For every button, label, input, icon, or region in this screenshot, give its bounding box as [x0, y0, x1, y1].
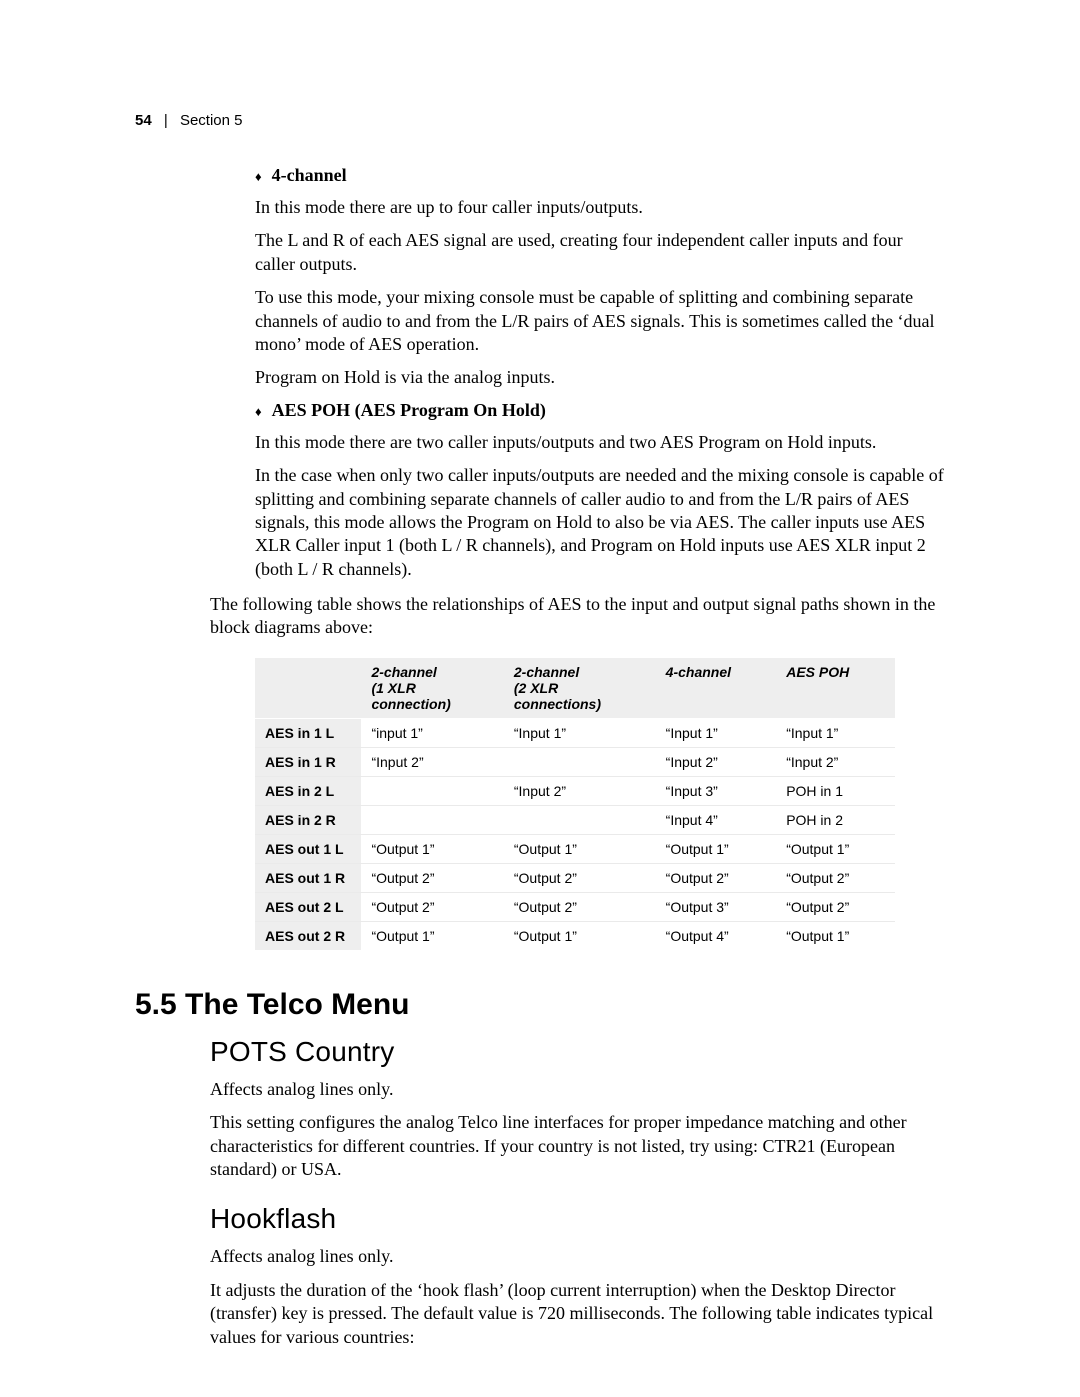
diamond-icon: ♦ [255, 405, 262, 418]
paragraph: Affects analog lines only. [210, 1245, 945, 1268]
table-intro: The following table shows the relationsh… [210, 593, 945, 640]
row-head: AES in 1 L [255, 718, 361, 747]
cell: “Output 1” [776, 921, 895, 950]
table-header-cell [255, 658, 361, 719]
cell: “Output 2” [656, 863, 777, 892]
table-row: AES out 1 L “Output 1” “Output 1” “Outpu… [255, 834, 895, 863]
cell: “Output 4” [656, 921, 777, 950]
table-header-cell: 2-channel (2 XLR connections) [504, 658, 656, 719]
bullet-block-2: ♦ AES POH (AES Program On Hold) In this … [255, 400, 945, 581]
paragraph: Affects analog lines only. [210, 1078, 945, 1101]
cell: “Input 2” [656, 747, 777, 776]
col-h2-l1: 2-channel [514, 664, 646, 680]
section-label: Section 5 [180, 112, 243, 129]
paragraph: In this mode there are two caller inputs… [255, 431, 945, 454]
table-row: AES out 2 L “Output 2” “Output 2” “Outpu… [255, 892, 895, 921]
cell [361, 805, 503, 834]
cell: “Output 1” [504, 921, 656, 950]
cell: “Output 2” [361, 892, 503, 921]
cell: “Input 1” [504, 718, 656, 747]
bullet-heading: ♦ AES POH (AES Program On Hold) [255, 400, 945, 421]
table-row: AES out 1 R “Output 2” “Output 2” “Outpu… [255, 863, 895, 892]
cell: “Output 1” [504, 834, 656, 863]
paragraph: In the case when only two caller inputs/… [255, 464, 945, 581]
paragraph: The L and R of each AES signal are used,… [255, 229, 945, 276]
cell: “Output 2” [776, 892, 895, 921]
table-row: AES in 2 R “Input 4” POH in 2 [255, 805, 895, 834]
cell: POH in 1 [776, 776, 895, 805]
row-head: AES in 2 R [255, 805, 361, 834]
row-head: AES in 2 L [255, 776, 361, 805]
table-row: AES in 1 R “Input 2” “Input 2” “Input 2” [255, 747, 895, 776]
table-header-cell: 4-channel [656, 658, 777, 719]
bullet-block-1: ♦ 4-channel In this mode there are up to… [255, 165, 945, 390]
aes-table: 2-channel (1 XLR connection) 2-channel (… [255, 658, 895, 950]
col-h3-l1: 4-channel [666, 664, 767, 680]
cell: “Output 1” [776, 834, 895, 863]
cell: “Output 1” [361, 921, 503, 950]
row-head: AES out 1 R [255, 863, 361, 892]
col-h2-l2: (2 XLR connections) [514, 680, 646, 712]
paragraph: To use this mode, your mixing console mu… [255, 286, 945, 356]
cell: “Output 1” [656, 834, 777, 863]
cell [361, 776, 503, 805]
cell: “Output 2” [504, 892, 656, 921]
cell: “Output 2” [776, 863, 895, 892]
page: 54 | Section 5 ♦ 4-channel In this mode … [0, 0, 1080, 1397]
cell: “Output 2” [361, 863, 503, 892]
row-head: AES in 1 R [255, 747, 361, 776]
cell: “Input 2” [776, 747, 895, 776]
aes-table-wrap: 2-channel (1 XLR connection) 2-channel (… [255, 658, 945, 950]
row-head: AES out 2 R [255, 921, 361, 950]
table-header-cell: 2-channel (1 XLR connection) [361, 658, 503, 719]
page-number: 54 [135, 112, 152, 129]
table-row: AES out 2 R “Output 1” “Output 1” “Outpu… [255, 921, 895, 950]
table-row: AES in 2 L “Input 2” “Input 3” POH in 1 [255, 776, 895, 805]
cell [504, 747, 656, 776]
col-h1-l2: (1 XLR connection) [371, 680, 493, 712]
table-row: AES in 1 L “input 1” “Input 1” “Input 1”… [255, 718, 895, 747]
cell [504, 805, 656, 834]
col-h1-l1: 2-channel [371, 664, 493, 680]
cell: “Output 3” [656, 892, 777, 921]
paragraph: In this mode there are up to four caller… [255, 196, 945, 219]
bullet-heading: ♦ 4-channel [255, 165, 945, 186]
subheading-pots: POTS Country [210, 1036, 945, 1068]
table-header-cell: AES POH [776, 658, 895, 719]
pots-country-block: POTS Country Affects analog lines only. … [210, 1036, 945, 1349]
cell: “Input 3” [656, 776, 777, 805]
table-header-row: 2-channel (1 XLR connection) 2-channel (… [255, 658, 895, 719]
paragraph: Program on Hold is via the analog inputs… [255, 366, 945, 389]
cell: “Output 2” [504, 863, 656, 892]
cell: “Input 2” [361, 747, 503, 776]
content-area: ♦ 4-channel In this mode there are up to… [135, 165, 945, 1349]
table-intro-block: The following table shows the relationsh… [210, 593, 945, 640]
paragraph: It adjusts the duration of the ‘hook fla… [210, 1279, 945, 1349]
cell: “Output 1” [361, 834, 503, 863]
col-h4-l1: AES POH [786, 664, 885, 680]
row-head: AES out 2 L [255, 892, 361, 921]
cell: “Input 2” [504, 776, 656, 805]
subheading-hookflash: Hookflash [210, 1203, 945, 1235]
cell: “Input 1” [656, 718, 777, 747]
row-head: AES out 1 L [255, 834, 361, 863]
header-separator: | [164, 112, 168, 129]
paragraph: This setting configures the analog Telco… [210, 1111, 945, 1181]
bullet-title: 4-channel [272, 165, 347, 186]
cell: “Input 1” [776, 718, 895, 747]
table-body: AES in 1 L “input 1” “Input 1” “Input 1”… [255, 718, 895, 950]
cell: POH in 2 [776, 805, 895, 834]
running-header: 54 | Section 5 [135, 112, 242, 129]
diamond-icon: ♦ [255, 170, 262, 183]
section-heading: 5.5 The Telco Menu [135, 988, 945, 1022]
cell: “input 1” [361, 718, 503, 747]
cell: “Input 4” [656, 805, 777, 834]
bullet-title: AES POH (AES Program On Hold) [272, 400, 546, 421]
